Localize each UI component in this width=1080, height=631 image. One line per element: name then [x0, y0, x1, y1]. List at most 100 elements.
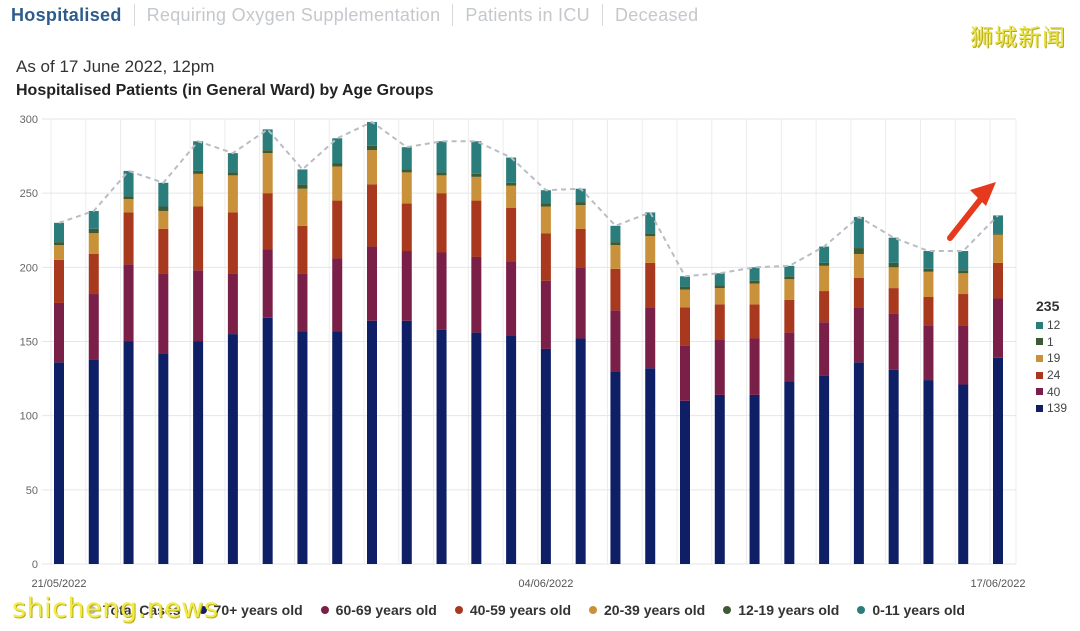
bar-segment	[436, 141, 447, 173]
legend-label: 60-69 years old	[335, 602, 437, 618]
bar-segment	[158, 273, 169, 354]
bar-segment	[575, 202, 586, 206]
bar-segment	[367, 320, 377, 564]
bar-segment	[575, 205, 586, 229]
bar-segment	[645, 233, 656, 237]
legend-item[interactable]: 20-39 years old	[589, 602, 705, 618]
bar-segment	[575, 188, 586, 203]
bar-segment	[367, 184, 377, 247]
bar-segment	[993, 262, 1003, 299]
bar-segment	[297, 225, 308, 274]
bar-segment	[958, 294, 969, 326]
bar-segment	[853, 307, 864, 363]
bar-segment	[853, 253, 864, 278]
bar-segment	[923, 297, 934, 326]
x-tick-label: 04/06/2022	[518, 578, 573, 590]
bar-segment	[645, 236, 656, 263]
bar-segment	[923, 268, 934, 272]
y-tick-label: 0	[32, 559, 38, 571]
metric-tabs: Hospitalised Requiring Oxygen Supplement…	[0, 0, 710, 30]
bar-segment	[332, 166, 343, 201]
bar-segment	[193, 341, 204, 564]
bar-segment	[401, 320, 412, 564]
bar-segment	[158, 182, 169, 207]
bar-segment	[958, 251, 969, 271]
legend-swatch	[1036, 354, 1043, 362]
bar-segment	[610, 371, 621, 564]
bar-segment	[819, 265, 830, 292]
bar-segment	[888, 369, 899, 564]
bar-segment	[367, 246, 377, 321]
bar-segment	[784, 381, 795, 564]
legend-item[interactable]: 40-59 years old	[454, 602, 571, 618]
bar-segment	[471, 176, 482, 201]
legend-item[interactable]: 0-11 years old	[857, 602, 965, 618]
tab-deceased[interactable]: Deceased	[601, 4, 710, 26]
bar-segment	[54, 245, 64, 260]
bar-segment	[680, 400, 690, 564]
bar-segment	[88, 294, 99, 360]
bar-segment	[784, 299, 795, 333]
bar-segment	[610, 245, 621, 269]
bar-segment	[853, 248, 864, 254]
hover-legend-row: 1	[1036, 334, 1080, 351]
bar-segment	[853, 277, 864, 308]
bar-segment	[888, 267, 899, 289]
legend-swatch	[1036, 388, 1043, 396]
bar-segment	[680, 276, 690, 287]
hover-legend-value: 24	[1047, 368, 1061, 383]
legend-label: 12-19 years old	[738, 602, 840, 618]
bar-segment	[193, 206, 204, 271]
bar-segment	[506, 335, 517, 564]
bar-segment	[332, 200, 343, 259]
legend-item[interactable]: 60-69 years old	[320, 602, 437, 618]
bar-segment	[819, 246, 830, 263]
bar-segment	[540, 280, 551, 349]
tab-hospitalised[interactable]: Hospitalised	[11, 5, 122, 25]
hover-legend-row: 139	[1036, 400, 1080, 417]
legend-item[interactable]: 12-19 years old	[723, 602, 839, 618]
bar-segment	[714, 340, 725, 395]
bar-segment	[227, 153, 238, 173]
bar-segment	[227, 334, 238, 564]
bar-segment	[262, 193, 273, 250]
bar-segment	[958, 325, 969, 385]
hover-total-value: 235	[1036, 298, 1060, 314]
bar-segment	[262, 153, 273, 194]
legend-label: 70+ years old	[213, 602, 303, 618]
legend-item[interactable]: 70+ years old	[198, 602, 303, 618]
bar-segment	[853, 362, 864, 564]
bar-segment	[193, 141, 204, 171]
bar-segment	[610, 268, 621, 311]
bar-segment	[506, 182, 517, 186]
bar-segment	[54, 242, 64, 246]
bar-segment	[227, 175, 238, 213]
bar-segment	[958, 273, 969, 295]
legend-dot	[320, 606, 329, 614]
bar-segment	[575, 267, 586, 339]
legend-dot	[454, 606, 463, 614]
bar-segment	[471, 200, 482, 257]
bar-segment	[471, 141, 482, 174]
hover-legend-value: 1	[1047, 334, 1054, 349]
bar-segment	[784, 279, 795, 300]
bar-segment	[297, 273, 308, 332]
legend-item[interactable]: Total Cases	[88, 602, 181, 618]
bar-segment	[958, 270, 969, 274]
y-tick-label: 150	[20, 337, 38, 349]
bar-segment	[123, 196, 134, 200]
annotation-arrow-icon	[947, 182, 996, 241]
hover-legend-row: 24	[1036, 367, 1080, 384]
bar-segment	[749, 338, 760, 395]
bar-segment	[88, 253, 99, 295]
series-legend: Total Cases 70+ years old 60-69 years old 4…	[88, 602, 983, 618]
tab-oxygen-supplementation[interactable]: Requiring Oxygen Supplementation	[133, 4, 453, 26]
bar-segment	[645, 212, 656, 234]
bar-segment	[332, 138, 343, 164]
tab-icu[interactable]: Patients in ICU	[452, 4, 602, 26]
hover-legend-value: 19	[1047, 351, 1061, 366]
bar-segment	[645, 307, 656, 369]
bar-segment	[993, 233, 1003, 235]
bar-segment	[367, 121, 377, 146]
